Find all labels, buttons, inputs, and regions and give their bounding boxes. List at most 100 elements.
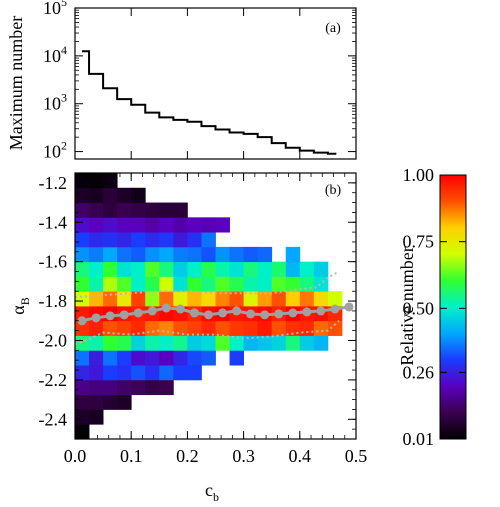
heatmap-cell <box>285 261 301 277</box>
heatmap-cell <box>159 202 174 218</box>
heatmap-cell <box>117 232 132 248</box>
heatmap-cell <box>257 276 273 292</box>
heatmap-cell <box>75 320 90 336</box>
heatmap-cell <box>117 379 132 396</box>
heatmap-cell <box>159 320 174 336</box>
heatmap-cell <box>215 246 230 263</box>
heatmap-cell <box>145 365 160 381</box>
heatmap-cell <box>75 306 90 322</box>
heatmap-cell <box>89 350 104 366</box>
heatmap-cell <box>229 276 244 292</box>
heatmap-cell <box>313 261 329 277</box>
maximum-number-step-line <box>82 50 337 155</box>
heatmap-cell <box>271 276 287 292</box>
panel-b-y-tick-label: -2.2 <box>39 370 68 390</box>
heatmap-cell <box>285 246 301 263</box>
heatmap-cell <box>131 365 146 381</box>
heatmap-cells <box>75 173 343 440</box>
heatmap-cell <box>243 261 259 277</box>
heatmap-cell <box>75 276 90 292</box>
heatmap-cell <box>75 409 90 425</box>
heatmap-cell <box>117 365 132 381</box>
heatmap-cell <box>187 246 202 263</box>
heatmap-cell <box>89 394 104 410</box>
heatmap-cell <box>299 276 315 292</box>
mean-point <box>189 308 199 318</box>
heatmap-cell <box>201 217 216 233</box>
heatmap-cell <box>327 291 343 307</box>
heatmap-cell <box>229 291 244 307</box>
x-axis-label-main: c <box>205 480 213 500</box>
heatmap-cell <box>117 394 132 410</box>
heatmap-cell <box>201 291 216 307</box>
heatmap-cell <box>285 291 301 307</box>
heatmap-cell <box>299 261 315 277</box>
tick-base: 10 <box>43 46 61 66</box>
heatmap-cell <box>159 365 174 381</box>
heatmap-cell <box>187 217 202 233</box>
heatmap-cell <box>117 350 132 366</box>
heatmap-cell <box>117 335 132 351</box>
heatmap-cell <box>187 276 202 292</box>
panel-b-x-tick-label: 0.4 <box>289 446 312 466</box>
heatmap-cell <box>89 365 104 381</box>
panel-b: -2.4-2.2-2.0-1.8-1.6-1.4-1.2 0.0 0.1 0.2 0.… <box>8 172 367 504</box>
heatmap-cell <box>75 246 90 263</box>
heatmap-cell <box>173 246 188 263</box>
mean-point <box>203 310 213 320</box>
heatmap-cell <box>131 291 146 307</box>
mean-point <box>147 306 157 316</box>
mean-point <box>274 309 284 319</box>
heatmap-cell <box>103 365 118 381</box>
heatmap-cell <box>187 335 202 351</box>
mean-points <box>77 302 354 326</box>
heatmap-cell <box>75 261 90 277</box>
heatmap-cell <box>89 261 104 277</box>
heatmap-cell <box>215 320 230 336</box>
panel-a-frame <box>74 7 357 160</box>
heatmap-cell <box>173 276 188 292</box>
tick-exponent: 3 <box>61 91 67 105</box>
panel-a-y-tick-label: 105 <box>43 0 67 18</box>
heatmap-cell <box>131 232 146 248</box>
heatmap-cell <box>103 217 118 233</box>
heatmap-cell <box>131 187 146 203</box>
heatmap-cell <box>103 276 118 292</box>
heatmap-cell <box>145 202 160 218</box>
heatmap-cell <box>187 261 202 277</box>
heatmap-cell <box>187 320 202 336</box>
heatmap-cell <box>173 350 188 366</box>
heatmap-cell <box>89 276 104 292</box>
heatmap-cell <box>89 173 104 189</box>
mean-point <box>133 308 143 318</box>
mean-point <box>91 313 101 323</box>
heatmap-cell <box>131 246 146 263</box>
heatmap-cell <box>173 320 188 336</box>
heatmap-cell <box>145 335 160 351</box>
heatmap-cell <box>75 424 90 440</box>
heatmap-cell <box>271 320 287 336</box>
heatmap-cell <box>145 291 160 307</box>
heatmap-cell <box>201 350 216 366</box>
tick-base: 10 <box>43 0 61 18</box>
panel-b-label: (b) <box>325 183 342 198</box>
heatmap-cell <box>145 350 160 366</box>
heatmap-cell <box>201 261 216 277</box>
heatmap-cell <box>327 320 343 336</box>
upper-band-line <box>74 270 340 299</box>
tick-exponent: 4 <box>61 43 67 57</box>
heatmap-cell <box>187 291 202 307</box>
heatmap-cell <box>187 232 202 248</box>
heatmap-cell <box>75 379 90 396</box>
heatmap-cell <box>75 335 90 351</box>
heatmap-cell <box>229 350 244 366</box>
heatmap-cell <box>145 217 160 233</box>
panel-b-y-tick-label: -1.6 <box>39 252 68 272</box>
mean-point <box>246 309 256 319</box>
mean-point <box>161 303 171 313</box>
mean-point <box>330 304 340 314</box>
heatmap-cell <box>173 217 188 233</box>
heatmap-cell <box>89 291 104 307</box>
heatmap-cell <box>257 335 273 351</box>
